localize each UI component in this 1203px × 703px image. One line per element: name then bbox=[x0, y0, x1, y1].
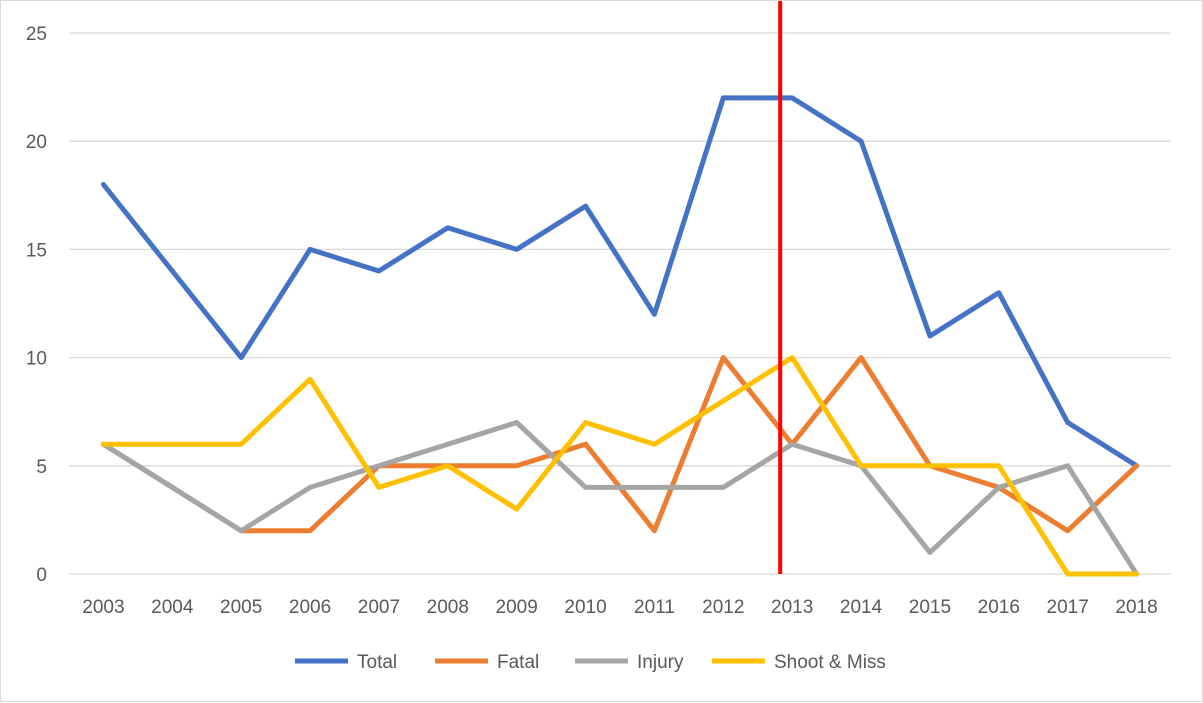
series-lines bbox=[100, 95, 1140, 577]
y-tick-label: 20 bbox=[26, 132, 47, 153]
legend-label: Fatal bbox=[497, 652, 539, 673]
legend: Total Fatal Injury Shoot & Miss bbox=[295, 652, 886, 673]
x-tick-label: 2005 bbox=[220, 597, 262, 618]
x-tick-label: 2004 bbox=[151, 597, 194, 618]
series-line-total bbox=[100, 95, 1140, 469]
x-tick-label: 2012 bbox=[702, 597, 744, 618]
legend-label: Injury bbox=[637, 652, 684, 673]
x-tick-label: 2015 bbox=[909, 597, 951, 618]
x-tick-label: 2013 bbox=[771, 597, 813, 618]
y-tick-label: 25 bbox=[26, 24, 47, 45]
x-tick-label: 2016 bbox=[978, 597, 1020, 618]
y-tick-label: 0 bbox=[36, 565, 47, 586]
x-tick-label: 2006 bbox=[289, 597, 331, 618]
x-tick-label: 2011 bbox=[634, 597, 675, 618]
x-axis-ticks: 2003 2004 2005 2006 2007 2008 2009 2010 2011 2012… bbox=[82, 597, 1157, 618]
y-tick-label: 15 bbox=[26, 240, 47, 261]
x-tick-label: 2003 bbox=[82, 597, 124, 618]
x-tick-label: 2018 bbox=[1115, 597, 1157, 618]
gridlines bbox=[69, 32, 1171, 575]
x-tick-label: 2009 bbox=[496, 597, 538, 618]
legend-label: Total bbox=[357, 652, 397, 673]
x-tick-label: 2017 bbox=[1047, 597, 1089, 618]
x-tick-label: 2007 bbox=[358, 597, 400, 618]
legend-label: Shoot & Miss bbox=[774, 652, 886, 673]
x-tick-label: 2010 bbox=[564, 597, 606, 618]
x-tick-label: 2014 bbox=[840, 597, 883, 618]
y-tick-label: 5 bbox=[36, 457, 47, 478]
x-tick-label: 2008 bbox=[427, 597, 469, 618]
y-axis-ticks: 0 5 10 15 20 25 bbox=[26, 24, 47, 586]
series-line-injury bbox=[100, 420, 1140, 577]
y-tick-label: 10 bbox=[26, 349, 47, 370]
series-line-shoot-miss bbox=[100, 355, 1140, 577]
